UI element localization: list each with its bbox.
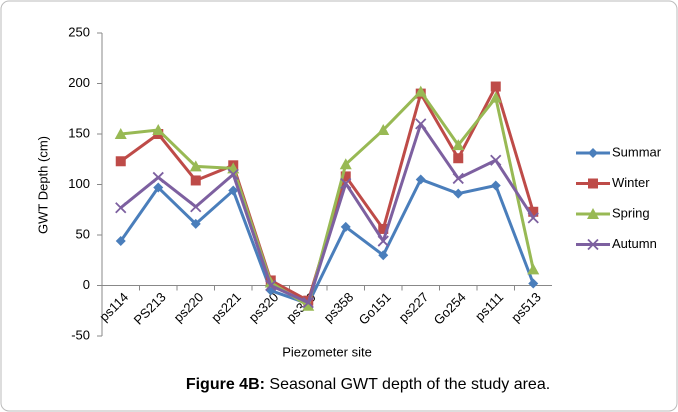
legend-label: Autumn: [612, 236, 657, 251]
marker: [377, 235, 389, 247]
marker: [115, 236, 126, 247]
legend-label: Summar: [612, 144, 662, 159]
marker: [528, 278, 539, 289]
caption: Figure 4B: Seasonal GWT depth of the stu…: [186, 376, 550, 393]
marker: [340, 171, 351, 182]
marker: [340, 177, 352, 190]
marker: [189, 160, 202, 172]
marker: [115, 202, 127, 214]
marker: [588, 148, 598, 158]
marker: [227, 168, 239, 181]
y-tick-label: 250: [68, 24, 90, 39]
marker: [190, 175, 201, 186]
marker: [265, 279, 277, 292]
marker: [152, 171, 164, 184]
marker: [377, 123, 390, 135]
marker: [114, 128, 127, 139]
marker: [378, 250, 389, 261]
series-line: [119, 122, 535, 305]
marker: [452, 139, 465, 151]
legend-label: Spring: [612, 205, 650, 220]
marker: [453, 153, 464, 164]
y-tick-label: -50: [71, 327, 90, 342]
marker: [415, 174, 426, 185]
marker: [415, 118, 427, 130]
marker: [452, 172, 464, 185]
marker: [340, 221, 351, 232]
series-line: [120, 90, 535, 308]
marker: [588, 178, 598, 189]
marker: [587, 238, 599, 251]
marker: [190, 201, 202, 213]
marker: [414, 85, 427, 97]
marker: [339, 158, 352, 170]
marker: [490, 180, 501, 191]
y-tick-label: 150: [68, 125, 90, 140]
marker: [587, 208, 599, 219]
marker: [527, 212, 539, 224]
y-axis-title: GWT Depth (cm): [35, 136, 50, 234]
caption-label: Figure 4B:: [186, 376, 265, 393]
marker: [528, 206, 539, 217]
marker: [302, 299, 315, 311]
marker: [190, 218, 201, 229]
marker: [153, 182, 164, 193]
marker: [527, 263, 540, 275]
caption-text: Seasonal GWT depth of the study area.: [269, 376, 550, 393]
y-tick-label: 0: [83, 277, 90, 292]
marker: [302, 297, 314, 309]
legend-label: Winter: [612, 175, 650, 190]
x-axis-title: Piezometer site: [282, 344, 372, 359]
marker: [228, 185, 239, 196]
marker: [490, 154, 502, 166]
marker: [115, 156, 126, 167]
y-tick-label: 100: [68, 176, 90, 191]
marker: [489, 91, 502, 103]
marker: [152, 123, 165, 135]
marker: [378, 223, 389, 234]
y-tick-label: 200: [68, 75, 90, 90]
y-tick-label: 50: [76, 226, 90, 241]
marker: [490, 81, 501, 92]
marker: [453, 188, 464, 199]
series-line: [119, 177, 535, 306]
